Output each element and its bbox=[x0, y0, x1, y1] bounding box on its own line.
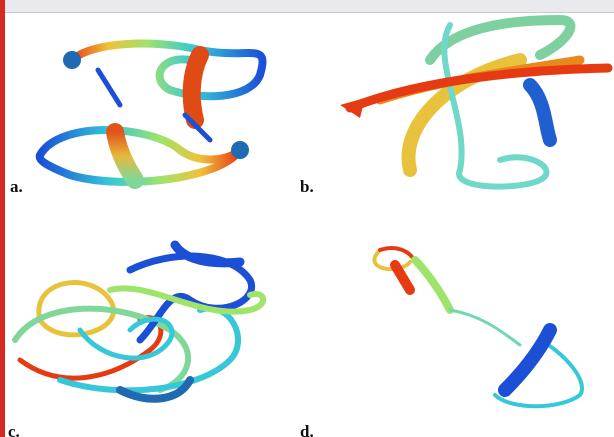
panel-c: c. bbox=[8, 245, 263, 437]
panel-label: d. bbox=[300, 422, 314, 437]
helix-end bbox=[63, 51, 81, 69]
helix-end bbox=[231, 141, 249, 159]
figure-page: a. b. c. bbox=[0, 0, 614, 437]
panel-a: a. bbox=[10, 44, 263, 196]
panel-d: d. bbox=[300, 248, 582, 437]
panel-label: c. bbox=[8, 422, 20, 437]
panel-label: a. bbox=[10, 177, 23, 196]
figure: a. b. c. bbox=[0, 0, 614, 437]
panel-b: b. bbox=[300, 20, 608, 196]
panel-label: b. bbox=[300, 177, 314, 196]
